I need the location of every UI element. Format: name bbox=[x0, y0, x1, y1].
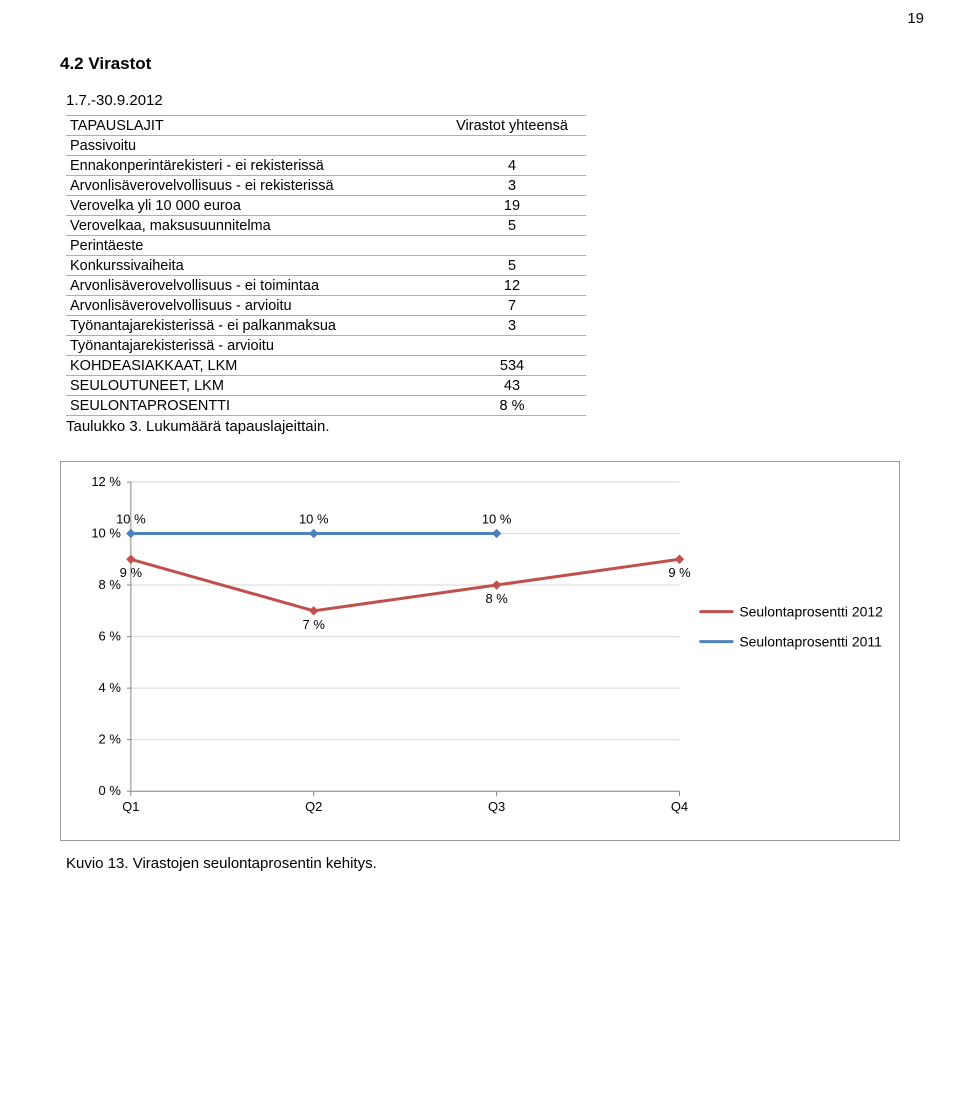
row-label: Perintäeste bbox=[66, 236, 438, 256]
page-number: 19 bbox=[907, 10, 924, 27]
row-value bbox=[438, 336, 586, 356]
table-row: Arvonlisäverovelvollisuus - arvioitu7 bbox=[66, 296, 586, 316]
row-label: Arvonlisäverovelvollisuus - ei toimintaa bbox=[66, 276, 438, 296]
row-value: 43 bbox=[438, 376, 586, 396]
row-label: KOHDEASIAKKAAT, LKM bbox=[66, 356, 438, 376]
row-label: Passivoitu bbox=[66, 136, 438, 156]
svg-text:2 %: 2 % bbox=[99, 732, 122, 747]
row-label: Työnantajarekisterissä - ei palkanmaksua bbox=[66, 316, 438, 336]
table-row: Ennakonperintärekisteri - ei rekisteriss… bbox=[66, 156, 586, 176]
table-row: KOHDEASIAKKAAT, LKM534 bbox=[66, 356, 586, 376]
row-label: Arvonlisäverovelvollisuus - ei rekisteri… bbox=[66, 176, 438, 196]
row-value: 5 bbox=[438, 216, 586, 236]
svg-text:Q3: Q3 bbox=[488, 799, 505, 814]
row-label: Arvonlisäverovelvollisuus - arvioitu bbox=[66, 296, 438, 316]
table-row: TAPAUSLAJITVirastot yhteensä bbox=[66, 116, 586, 136]
svg-text:Seulontaprosentti 2011: Seulontaprosentti 2011 bbox=[739, 634, 882, 650]
table-row: SEULOUTUNEET, LKM43 bbox=[66, 376, 586, 396]
table-caption: Taulukko 3. Lukumäärä tapauslajeittain. bbox=[66, 418, 900, 435]
table-row: Työnantajarekisterissä - ei palkanmaksua… bbox=[66, 316, 586, 336]
svg-text:9 %: 9 % bbox=[668, 565, 691, 580]
page: 19 4.2 Virastot 1.7.-30.9.2012 TAPAUSLAJ… bbox=[0, 0, 960, 912]
svg-text:8 %: 8 % bbox=[485, 591, 508, 606]
row-label: Verovelkaa, maksusuunnitelma bbox=[66, 216, 438, 236]
row-label: Verovelka yli 10 000 euroa bbox=[66, 196, 438, 216]
line-chart: 0 % 2 % 4 % 6 % 8 % 10 % 12 % Q1 Q2 Q3 Q4 9 % 7 % 8 %… bbox=[60, 461, 900, 841]
svg-text:8 %: 8 % bbox=[99, 577, 122, 592]
svg-text:4 %: 4 % bbox=[99, 680, 122, 695]
svg-text:Q4: Q4 bbox=[671, 799, 688, 814]
chart-caption: Kuvio 13. Virastojen seulontaprosentin k… bbox=[66, 855, 900, 872]
svg-text:10 %: 10 % bbox=[299, 512, 329, 527]
table-row: Passivoitu bbox=[66, 136, 586, 156]
row-label: TAPAUSLAJIT bbox=[66, 116, 438, 136]
svg-text:9 %: 9 % bbox=[120, 565, 143, 580]
row-label: Konkurssivaiheita bbox=[66, 256, 438, 276]
data-table: TAPAUSLAJITVirastot yhteensäPassivoituEn… bbox=[66, 115, 586, 416]
row-label: SEULONTAPROSENTTI bbox=[66, 396, 438, 416]
row-value bbox=[438, 136, 586, 156]
chart-svg: 0 % 2 % 4 % 6 % 8 % 10 % 12 % Q1 Q2 Q3 Q4 9 % 7 % 8 %… bbox=[61, 462, 899, 841]
svg-text:Q1: Q1 bbox=[122, 799, 139, 814]
row-value: 5 bbox=[438, 256, 586, 276]
section-heading: 4.2 Virastot bbox=[60, 54, 900, 74]
table-row: Perintäeste bbox=[66, 236, 586, 256]
table-row: Arvonlisäverovelvollisuus - ei rekisteri… bbox=[66, 176, 586, 196]
row-value: 3 bbox=[438, 176, 586, 196]
row-value: 19 bbox=[438, 196, 586, 216]
row-label: Työnantajarekisterissä - arvioitu bbox=[66, 336, 438, 356]
svg-text:10 %: 10 % bbox=[482, 512, 512, 527]
svg-text:Q2: Q2 bbox=[305, 799, 322, 814]
table-row: Työnantajarekisterissä - arvioitu bbox=[66, 336, 586, 356]
row-value bbox=[438, 236, 586, 256]
svg-text:Seulontaprosentti 2012: Seulontaprosentti 2012 bbox=[739, 604, 883, 620]
row-value: 534 bbox=[438, 356, 586, 376]
date-line: 1.7.-30.9.2012 bbox=[66, 92, 900, 109]
row-value: 7 bbox=[438, 296, 586, 316]
table-row: Verovelkaa, maksusuunnitelma5 bbox=[66, 216, 586, 236]
table-row: Arvonlisäverovelvollisuus - ei toimintaa… bbox=[66, 276, 586, 296]
row-value: 12 bbox=[438, 276, 586, 296]
row-value: 3 bbox=[438, 316, 586, 336]
row-label: Ennakonperintärekisteri - ei rekisteriss… bbox=[66, 156, 438, 176]
svg-text:7 %: 7 % bbox=[303, 617, 326, 632]
svg-text:0 %: 0 % bbox=[99, 783, 122, 798]
table-row: Verovelka yli 10 000 euroa19 bbox=[66, 196, 586, 216]
row-value: 8 % bbox=[438, 396, 586, 416]
svg-text:10 %: 10 % bbox=[116, 512, 146, 527]
table-row: Konkurssivaiheita5 bbox=[66, 256, 586, 276]
row-label: SEULOUTUNEET, LKM bbox=[66, 376, 438, 396]
table-row: SEULONTAPROSENTTI8 % bbox=[66, 396, 586, 416]
svg-text:12 %: 12 % bbox=[91, 474, 121, 489]
row-value: Virastot yhteensä bbox=[438, 116, 586, 136]
svg-text:6 %: 6 % bbox=[99, 629, 122, 644]
row-value: 4 bbox=[438, 156, 586, 176]
svg-text:10 %: 10 % bbox=[91, 525, 121, 540]
